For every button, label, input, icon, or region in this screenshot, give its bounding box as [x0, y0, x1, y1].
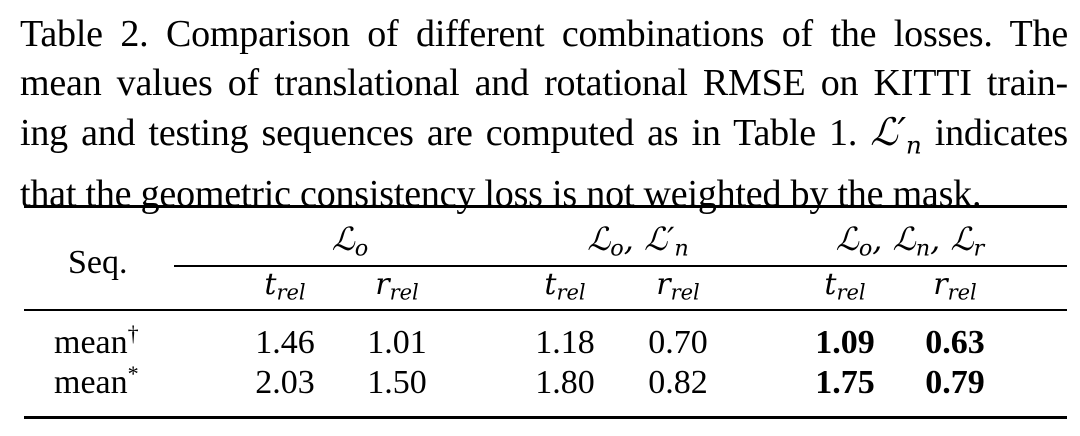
cell-r2-t-rel-1: 2.03	[255, 364, 315, 401]
subheader-t-rel-2: trel	[544, 267, 586, 305]
subheader-r-rel-3: rrel	[933, 267, 977, 305]
cell-r1-r-rel-3: 0.63	[925, 324, 985, 361]
caption-line-2: mean values of translational and rotatio…	[20, 62, 1068, 104]
group-header-rule	[174, 265, 1067, 267]
group-header-1: ℒo	[331, 220, 369, 262]
table-caption: Table 2. Comparison of different combina…	[20, 10, 1068, 219]
group-header-2: ℒo, ℒ′n	[587, 220, 689, 262]
cell-r2-r-rel-1: 1.50	[367, 364, 427, 401]
caption-line-1: Table 2. Comparison of different combina…	[20, 13, 1068, 55]
header-body-rule	[24, 309, 1067, 311]
subheader-t-rel-1: trel	[264, 267, 306, 305]
cell-r1-r-rel-1: 1.01	[367, 324, 427, 361]
table-top-rule	[24, 205, 1067, 208]
cell-r2-r-rel-2: 0.82	[648, 364, 708, 401]
row-header-seq: Seq.	[68, 244, 128, 281]
caption-line-3-text-a: ing and testing sequences are computed a…	[20, 112, 858, 154]
subheader-r-rel-2: rrel	[656, 267, 700, 305]
cell-r1-t-rel-2: 1.18	[535, 324, 595, 361]
caption-loss-symbol: ℒ′n	[870, 110, 922, 160]
caption-line-4: that the geometric consistency loss is n…	[20, 172, 982, 215]
subheader-r-rel-1: rrel	[375, 267, 419, 305]
cell-r1-r-rel-2: 0.70	[648, 324, 708, 361]
group-header-3: ℒo, ℒn, ℒr	[835, 220, 985, 262]
cell-r1-t-rel-3: 1.09	[815, 324, 875, 361]
subheader-t-rel-3: trel	[824, 267, 866, 305]
caption-line-3: ing and testing sequences are computed a…	[20, 108, 1068, 170]
row-label-mean-star: mean*	[54, 360, 139, 401]
table-bottom-rule	[24, 416, 1067, 419]
caption-line-3-text-b: indicates	[934, 112, 1068, 154]
cell-r2-t-rel-3: 1.75	[815, 364, 875, 401]
cell-r2-r-rel-3: 0.79	[925, 364, 985, 401]
cell-r2-t-rel-2: 1.80	[535, 364, 595, 401]
row-label-mean-dagger: mean†	[54, 320, 139, 361]
cell-r1-t-rel-1: 1.46	[255, 324, 315, 361]
